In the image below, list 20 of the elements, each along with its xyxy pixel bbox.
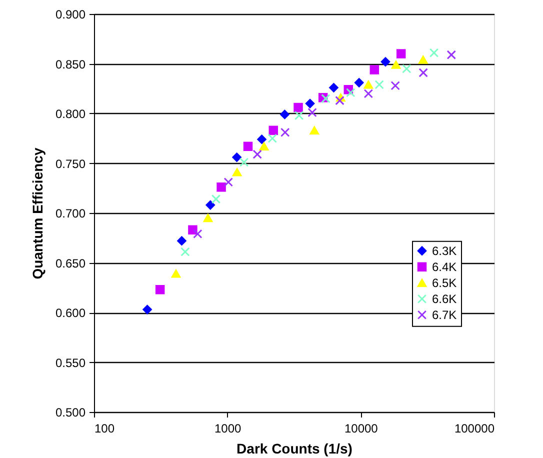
x-tick-label: 1000 <box>214 422 242 436</box>
legend-label: 6.7K <box>432 308 457 322</box>
y-tick-label: 0.650 <box>55 256 86 270</box>
x-tick-label: 100000 <box>454 422 495 436</box>
legend-label: 6.6K <box>432 292 457 306</box>
y-tick-label: 0.550 <box>55 356 86 370</box>
y-axis-title: Quantum Efficiency <box>29 148 46 280</box>
x-axis-title: Dark Counts (1/s) <box>236 440 352 456</box>
y-tick-label: 0.850 <box>55 57 86 72</box>
y-tick-label: 0.800 <box>55 107 86 121</box>
x-tick-label: 100 <box>94 422 115 436</box>
y-tick-label: 0.900 <box>55 8 86 22</box>
y-tick-label: 0.700 <box>55 206 86 220</box>
legend-label: 6.4K <box>432 260 457 274</box>
y-tick-label: 0.600 <box>55 306 86 320</box>
y-tick-label: 0.750 <box>55 156 86 171</box>
y-tick-label: 0.500 <box>55 406 86 420</box>
legend-label: 6.3K <box>432 244 457 258</box>
x-tick-label: 10000 <box>344 422 378 436</box>
legend-label: 6.5K <box>432 276 457 290</box>
